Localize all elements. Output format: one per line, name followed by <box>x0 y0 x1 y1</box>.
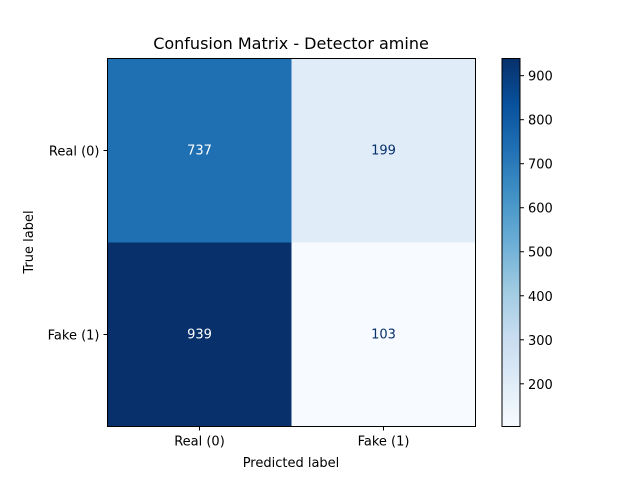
colorbar-tick-label: 300 <box>528 334 553 349</box>
y-axis-label: True label <box>22 210 37 274</box>
matrix-cell <box>291 58 476 243</box>
matrix-cell <box>107 58 292 243</box>
cell-value-label: 199 <box>371 144 396 159</box>
x-tick-label: Real (0) <box>174 435 225 450</box>
y-tick-label: Real (0) <box>49 145 100 160</box>
colorbar-tick-label: 800 <box>528 114 553 129</box>
colorbar-axis: 200 300 400 500 600 700 800 900 <box>520 70 553 393</box>
matrix-frame <box>107 58 476 427</box>
y-tick-label: Fake (1) <box>48 329 100 344</box>
colorbar-tick-label: 200 <box>528 378 553 393</box>
matrix-cell <box>291 242 476 427</box>
colorbar-tick-label: 400 <box>528 290 553 305</box>
matrix-cell <box>107 242 292 427</box>
chart-title: Confusion Matrix - Detector amine <box>153 34 429 53</box>
colorbar-tick-label: 700 <box>528 158 553 173</box>
colorbar-tick-label: 500 <box>528 246 553 261</box>
x-tick-label: Fake (1) <box>358 435 410 450</box>
colorbar-tick-label: 900 <box>528 70 553 85</box>
cell-value-label: 939 <box>187 328 212 343</box>
matrix-cell-labels: 737 199 939 103 <box>187 144 396 343</box>
matrix-cells <box>107 58 476 427</box>
colorbar-tick-label: 600 <box>528 202 553 217</box>
x-axis: Real (0) Fake (1) <box>174 426 410 450</box>
cell-value-label: 103 <box>371 328 396 343</box>
y-axis: Real (0) Fake (1) <box>48 145 108 344</box>
colorbar <box>501 58 521 427</box>
x-axis-label: Predicted label <box>243 456 340 471</box>
cell-value-label: 737 <box>187 144 212 159</box>
